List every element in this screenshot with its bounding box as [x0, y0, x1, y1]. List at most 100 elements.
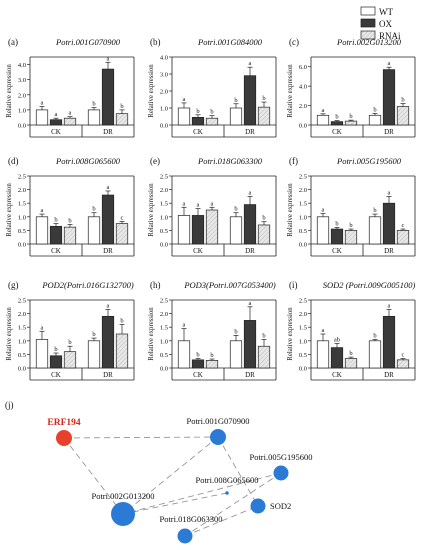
y-tick-label: 1.5 — [160, 325, 168, 332]
significance-letter: b — [210, 352, 213, 359]
bar-panel: (b) Potri.001G084000 0.0 1.0 2.0 3.0 4.0 Relati… — [148, 37, 277, 138]
y-tick-label: 0.0 — [299, 242, 307, 249]
significance-letter: b — [335, 114, 338, 121]
bar — [330, 228, 344, 245]
y-tick-label: 2.0 — [18, 311, 26, 318]
significance-letter: a — [388, 60, 391, 67]
significance-letter: a — [249, 189, 252, 196]
panel-letter: (h) — [150, 280, 161, 290]
y-tick-label: 0.5 — [299, 228, 307, 235]
y-tick-label: 1.0 — [299, 214, 307, 221]
y-axis-label: Relative expression — [287, 64, 294, 118]
y-tick-label: 2.0 — [18, 92, 26, 99]
significance-letter: b — [373, 332, 376, 339]
bar — [205, 360, 219, 369]
significance-letter: b — [349, 113, 352, 120]
bar-panel: (a) Potri.001G070900 0.0 1.0 2.0 3.0 4.0 Relati… — [6, 37, 135, 138]
y-axis-label: Relative expression — [287, 307, 294, 361]
panel-letter: (a) — [8, 37, 18, 47]
bar-panel: (d) Potri.008G065600 0.0 0.5 1.0 1.5 2.0 2.5 Rel… — [6, 156, 135, 257]
group-label: DR — [103, 128, 113, 136]
significance-letter: b — [68, 217, 71, 224]
network-edge — [217, 436, 259, 507]
y-tick-label: 2.0 — [160, 187, 168, 194]
group-label: DR — [245, 371, 255, 379]
significance-letter: b — [262, 332, 265, 339]
bar-panel: (h) POD3(Potri.007G053400) 0.0 0.5 1.0 1.5 2.0… — [148, 280, 277, 381]
significance-letter: a — [183, 200, 186, 207]
legend-label: OX — [379, 19, 392, 29]
panel-letter: (g) — [8, 280, 19, 290]
y-tick-label: 2.0 — [160, 89, 168, 96]
y-tick-label: 0.5 — [18, 352, 26, 359]
y-tick-label: 2.0 — [18, 187, 26, 194]
bar — [243, 204, 257, 245]
significance-letter: a — [197, 202, 200, 209]
y-tick-label: 2.5 — [299, 298, 307, 305]
y-tick-label: 0.0 — [299, 123, 307, 130]
y-tick-label: 4.0 — [299, 84, 307, 91]
significance-letter: b — [92, 331, 95, 338]
significance-letter: b — [92, 101, 95, 108]
y-tick-label: 2.5 — [160, 174, 168, 181]
bar — [243, 320, 257, 369]
network-node — [210, 429, 226, 445]
significance-letter: a — [322, 207, 325, 214]
bar — [177, 215, 191, 245]
bar — [63, 117, 77, 126]
y-tick-label: 2.5 — [299, 174, 307, 181]
y-tick-label: 1.0 — [299, 338, 307, 345]
network-edge — [184, 505, 259, 537]
bar — [63, 226, 77, 245]
panel-title: POD2(Potri.016G132700) — [41, 280, 134, 290]
y-tick-label: 3.0 — [18, 77, 26, 84]
panel-title: Potri.002G013200 — [336, 37, 402, 47]
y-axis-label: Relative expression — [6, 307, 13, 361]
group-label: DR — [384, 247, 394, 255]
bar — [35, 109, 49, 126]
significance-letter: a — [322, 327, 325, 334]
significance-letter: a — [69, 110, 72, 117]
significance-letter: a — [322, 107, 325, 114]
network-edge — [122, 436, 219, 515]
bar — [49, 119, 63, 126]
bar — [330, 347, 344, 369]
significance-letter: b — [92, 206, 95, 213]
significance-letter: a — [41, 324, 44, 331]
y-tick-label: 0.0 — [160, 123, 168, 130]
bar — [344, 230, 358, 245]
y-tick-label: 0.0 — [18, 242, 26, 249]
y-tick-label: 4.0 — [18, 62, 26, 69]
group-label: CK — [193, 128, 203, 136]
bar — [330, 121, 344, 126]
panel-letter: (c) — [289, 37, 299, 47]
y-tick-label: 1.0 — [160, 214, 168, 221]
significance-letter: a — [41, 207, 44, 214]
group-label: DR — [103, 247, 113, 255]
bar — [35, 216, 49, 245]
y-axis-label: Relative expression — [287, 183, 294, 237]
bar — [115, 223, 129, 245]
bar — [87, 216, 101, 245]
legend-label: RNAi — [379, 31, 401, 41]
panel-title: Potri.001G084000 — [197, 37, 263, 47]
significance-letter: b — [349, 222, 352, 229]
significance-letter: b — [335, 220, 338, 227]
y-tick-label: 2.0 — [160, 311, 168, 318]
significance-letter: b — [234, 206, 237, 213]
bar — [257, 224, 271, 245]
group-label: CK — [51, 247, 61, 255]
y-axis-label: Relative expression — [148, 183, 155, 237]
y-tick-label: 0.0 — [18, 366, 26, 373]
network-node — [111, 502, 135, 526]
bar — [191, 116, 205, 126]
bar — [344, 120, 358, 126]
legend-label: WT — [379, 7, 393, 17]
y-tick-label: 0.0 — [160, 366, 168, 373]
network-node — [56, 430, 72, 446]
panel-letter: (j) — [5, 400, 14, 410]
group-label: CK — [332, 128, 342, 136]
significance-letter: b — [210, 109, 213, 116]
panel-title: Potri.018G063300 — [197, 156, 263, 166]
